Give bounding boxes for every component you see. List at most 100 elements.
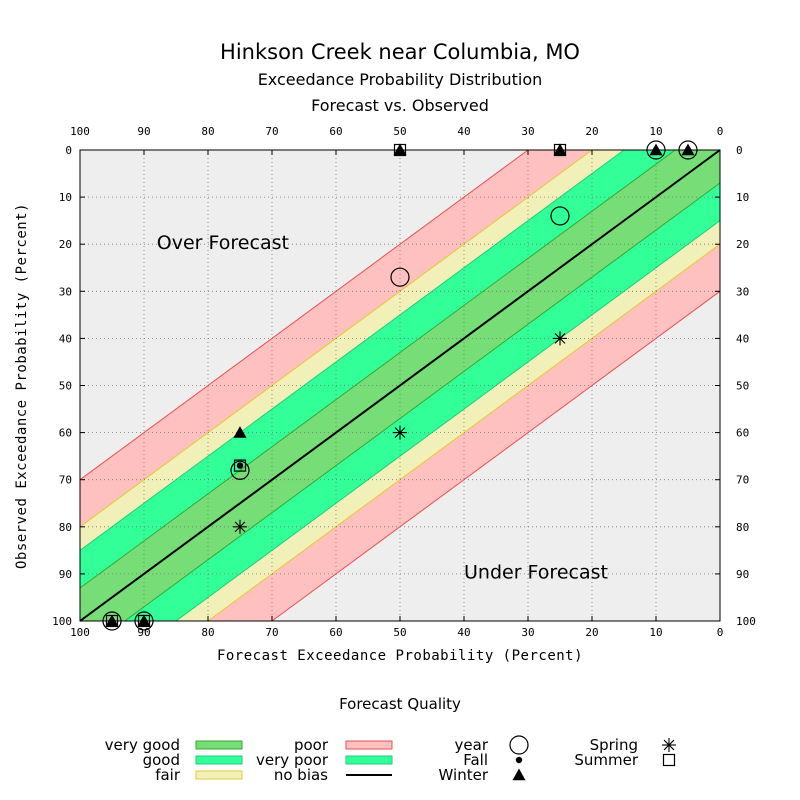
y-tick-label: 100 xyxy=(52,615,72,628)
y-tick-label: 80 xyxy=(59,521,72,534)
x-tick-label-top: 100 xyxy=(70,125,90,138)
point-spring xyxy=(393,425,407,440)
dot-icon xyxy=(515,756,523,764)
point-year xyxy=(550,206,570,226)
data-markers xyxy=(102,140,698,631)
asterisk-stroke xyxy=(234,521,246,533)
y-axis-label: Observed Exceedance Probability (Percent… xyxy=(14,203,30,569)
legend-label-fall: Fall xyxy=(463,751,488,769)
circle-icon xyxy=(509,735,529,755)
legend-label-very-poor: very poor xyxy=(256,751,329,769)
x-tick-label: 70 xyxy=(265,626,278,639)
legend-title: Forecast Quality xyxy=(339,695,461,713)
asterisk-stroke xyxy=(554,333,566,344)
triangle-icon xyxy=(512,768,526,781)
legend-label-summer: Summer xyxy=(574,751,638,769)
x-tick-label: 90 xyxy=(137,626,150,639)
y-tick-label: 50 xyxy=(59,380,72,393)
x-axis-label: Forecast Exceedance Probability (Percent… xyxy=(217,648,583,664)
band-edge-lower xyxy=(124,182,721,622)
band-edge-upper xyxy=(79,149,625,551)
asterisk-icon xyxy=(662,738,676,752)
band-edge-lower xyxy=(271,290,721,622)
legend-swatch-very-poor xyxy=(345,755,393,765)
x-tick-label-top: 0 xyxy=(717,125,724,138)
y-tick-label-right: 30 xyxy=(736,285,749,298)
legend-label-year: year xyxy=(455,736,489,754)
band-edge-upper xyxy=(79,149,529,481)
point-winter xyxy=(553,143,567,156)
x-tick-label-top: 70 xyxy=(265,125,278,138)
x-tick-label: 30 xyxy=(521,626,534,639)
x-tick-label: 50 xyxy=(393,626,406,639)
y-tick-label: 20 xyxy=(59,238,72,251)
x-tick-label-top: 60 xyxy=(329,125,342,138)
point-year xyxy=(102,611,122,631)
y-tick-label-right: 50 xyxy=(736,380,749,393)
point-summer xyxy=(137,614,151,628)
legend-swatch-good xyxy=(195,755,243,765)
y-tick-label: 70 xyxy=(59,474,72,487)
point-year xyxy=(678,140,698,160)
y-tick-label: 0 xyxy=(65,144,72,157)
legend-label-winter: Winter xyxy=(439,766,489,784)
x-tick-label: 80 xyxy=(201,626,214,639)
point-fall xyxy=(236,462,244,469)
legend-label-no-bias: no bias xyxy=(274,766,328,784)
x-tick-label-top: 10 xyxy=(649,125,662,138)
point-winter xyxy=(649,143,663,156)
chart-subtitle-2: Forecast vs. Observed xyxy=(311,96,489,115)
tick-labels: 1001009090808070706060505040403030202010… xyxy=(52,125,756,639)
point-summer xyxy=(105,614,119,628)
x-tick-label-top: 40 xyxy=(457,125,470,138)
point-winter xyxy=(233,426,247,438)
point-year xyxy=(134,611,154,631)
annotation-under-forecast: Under Forecast xyxy=(464,562,608,584)
legend-label-very-good: very good xyxy=(105,736,180,754)
chart-subtitle-1: Exceedance Probability Distribution xyxy=(257,70,543,89)
x-tick-label: 40 xyxy=(457,626,470,639)
legend-label-fair: fair xyxy=(155,766,181,784)
asterisk-stroke xyxy=(663,739,675,751)
point-year xyxy=(230,460,250,480)
band-edge-upper xyxy=(79,149,676,589)
legend-swatch-very-good xyxy=(195,740,243,750)
x-tick-label-top: 50 xyxy=(393,125,406,138)
y-tick-label-right: 10 xyxy=(736,191,749,204)
point-spring xyxy=(553,331,567,346)
asterisk-stroke xyxy=(394,427,406,438)
point-spring xyxy=(233,519,247,534)
x-tick-label: 60 xyxy=(329,626,342,639)
y-tick-label: 90 xyxy=(59,568,72,581)
point-summer xyxy=(393,143,407,157)
point-winter xyxy=(137,614,151,627)
point-winter xyxy=(393,143,407,156)
point-winter xyxy=(105,614,119,627)
x-tick-label: 0 xyxy=(717,626,724,639)
x-tick-label-top: 80 xyxy=(201,125,214,138)
y-tick-label: 30 xyxy=(59,285,72,298)
y-tick-label: 10 xyxy=(59,191,72,204)
legend-label-spring: Spring xyxy=(590,736,638,754)
point-summer xyxy=(233,459,247,472)
y-tick-label-right: 100 xyxy=(736,615,756,628)
point-year xyxy=(646,140,666,160)
point-year xyxy=(390,267,410,287)
x-tick-label-top: 30 xyxy=(521,125,534,138)
point-winter xyxy=(681,143,695,156)
y-tick-label-right: 0 xyxy=(736,144,743,157)
legend-label-good: good xyxy=(143,751,180,769)
legend-label-poor: poor xyxy=(294,736,329,754)
y-tick-label-right: 80 xyxy=(736,521,749,534)
x-tick-label-top: 20 xyxy=(585,125,598,138)
y-tick-label-right: 70 xyxy=(736,474,749,487)
y-tick-label-right: 40 xyxy=(736,332,749,345)
no-bias-line xyxy=(79,149,721,622)
chart-title: Hinkson Creek near Columbia, MO xyxy=(220,40,580,64)
x-tick-label: 20 xyxy=(585,626,598,639)
x-tick-label: 100 xyxy=(70,626,90,639)
y-tick-label: 40 xyxy=(59,332,72,345)
y-tick-label-right: 60 xyxy=(736,427,749,440)
